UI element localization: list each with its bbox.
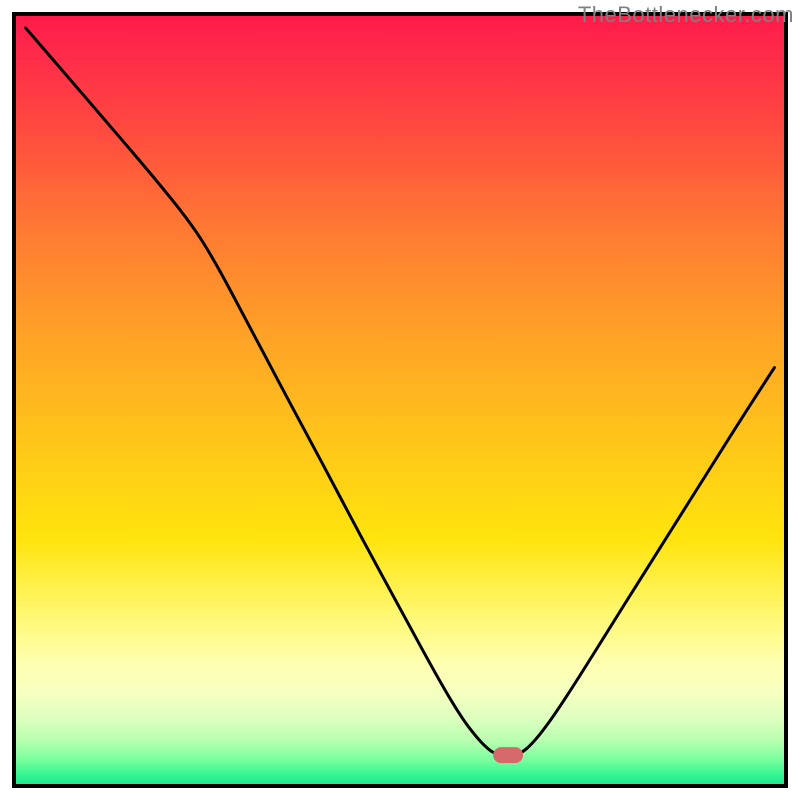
- optimal-marker: [493, 747, 523, 763]
- watermark-text: TheBottlenecker.com: [578, 2, 794, 28]
- bottleneck-chart: TheBottlenecker.com: [0, 0, 800, 800]
- gradient-background: [14, 14, 786, 786]
- chart-svg: [0, 0, 800, 800]
